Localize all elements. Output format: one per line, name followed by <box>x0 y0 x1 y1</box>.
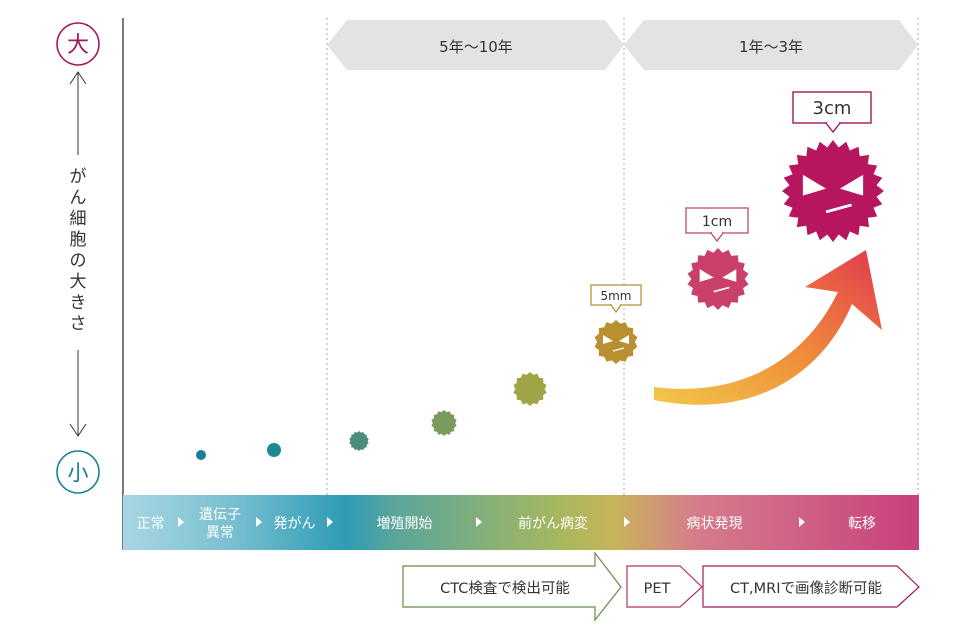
period-label-5-10: 5年〜10年 <box>439 38 513 56</box>
period-arrow-1-3 <box>624 20 918 70</box>
callout-3cm-label: 3cm <box>813 98 852 119</box>
detection-label-pet: PET <box>644 581 671 597</box>
detection-label-ctc: CTC検査で検出可能 <box>440 580 570 597</box>
cancer-cell-8 <box>782 140 884 242</box>
detection-arrow-pet <box>626 565 703 608</box>
stage-bar-background <box>123 495 919 550</box>
callout-1cm-label: 1cm <box>702 214 732 230</box>
axis-label-char: の <box>70 251 87 271</box>
growth-arrow <box>654 250 882 405</box>
axis-label-char: 胞 <box>70 230 87 250</box>
size-large-label: 大 <box>67 33 89 58</box>
stage-separator-arrow <box>256 517 262 527</box>
period-arrow-5-10 <box>327 20 624 70</box>
cancer-cell-7 <box>687 248 749 310</box>
stage-separator-arrow <box>799 517 805 527</box>
angry-face <box>802 174 864 214</box>
cancer-cell-2 <box>267 443 281 457</box>
size-large-circle <box>56 22 100 66</box>
axis-label-char: き <box>70 293 87 313</box>
size-small-circle <box>56 450 100 494</box>
cancer-cell-6 <box>594 320 638 364</box>
angry-face <box>603 335 629 352</box>
stage-separator-arrow <box>178 517 184 527</box>
axis-down-arrowhead <box>69 423 87 437</box>
stage-label: 正常 <box>137 516 165 532</box>
detection-arrows: CTC検査で検出可能 PET CT,MRIで画像診断可能 <box>402 551 920 622</box>
detection-arrow-ct-mri <box>702 565 920 608</box>
callout-1cm: 1cm <box>685 207 749 242</box>
stage-label: 前がん病変 <box>518 515 588 532</box>
stage-separator-arrow <box>476 517 482 527</box>
axis-label-char: さ <box>70 314 87 334</box>
axis-label-char: 細 <box>70 209 87 229</box>
stage-label: 病状発現 <box>687 516 743 532</box>
cancer-cell-5 <box>513 372 547 406</box>
stage-label: 遺伝子 <box>199 507 241 523</box>
callout-5mm-label: 5mm <box>600 289 631 303</box>
size-callouts: 5mm 1cm 3cm <box>590 91 872 314</box>
axis-label-char: が <box>70 167 87 187</box>
size-small-label: 小 <box>68 461 89 485</box>
detection-label-ct-mri: CT,MRIで画像診断可能 <box>730 580 882 597</box>
period-arrows: 5年〜10年 1年〜3年 <box>327 20 918 70</box>
axis-up-arrowhead <box>69 71 87 85</box>
period-label-1-3: 1年〜3年 <box>739 38 803 56</box>
period-dividers <box>326 18 919 495</box>
callout-5mm: 5mm <box>590 284 642 314</box>
stage-label: 転移 <box>848 516 876 532</box>
stage-separator-arrow <box>327 517 333 527</box>
stage-label: 発がん <box>274 516 316 532</box>
callout-3cm: 3cm <box>792 91 872 134</box>
cancer-cell-3 <box>349 431 369 451</box>
stage-separator-arrow <box>624 517 630 527</box>
detection-arrow-ctc <box>402 551 622 622</box>
angry-face <box>699 269 737 293</box>
stage-label: 増殖開始 <box>377 515 433 532</box>
cell-growth-sequence <box>196 140 884 460</box>
axis-label-char: ん <box>70 188 87 208</box>
axis-label-char: 大 <box>70 272 87 292</box>
stage-label: 異常 <box>206 525 234 541</box>
cancer-cell-4 <box>431 410 457 436</box>
cancer-cell-1 <box>196 450 206 460</box>
